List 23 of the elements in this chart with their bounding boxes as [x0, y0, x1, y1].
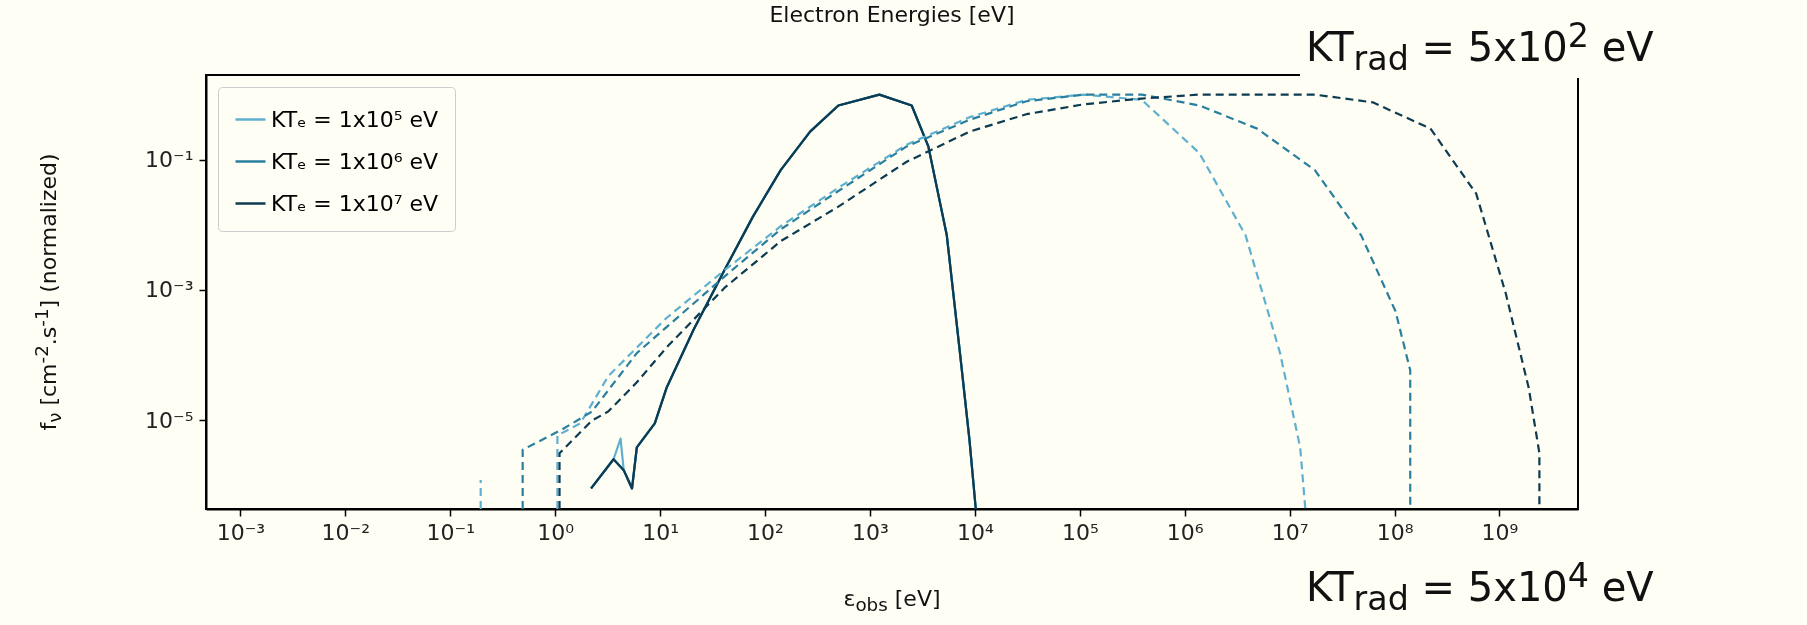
x-tick-label: 10⁹ — [1481, 519, 1519, 545]
x-tick-label: 10¹ — [642, 519, 680, 545]
x-tick-label: 10⁸ — [1376, 519, 1414, 545]
x-tick-label: 10⁻¹ — [426, 519, 475, 545]
x-tick-label: 10⁴ — [956, 519, 994, 545]
x-tick-label: 10⁷ — [1271, 519, 1309, 545]
x-axis-title: ε$_{obs}$ [eV] — [843, 586, 941, 616]
chart-title: Electron Energies [eV] — [769, 2, 1015, 27]
x-tick-label: 10⁵ — [1061, 519, 1099, 545]
x-tick-label: 10⁰ — [537, 519, 575, 545]
annotation: KT$_{rad}$ = 5x10$^{2}$ eV — [1300, 16, 1660, 79]
y-tick-label: 10⁻⁵ — [145, 407, 194, 433]
y-tick-label: 10⁻¹ — [145, 147, 194, 173]
x-tick-label: 10² — [747, 519, 784, 545]
x-tick-label: 10⁻³ — [216, 519, 266, 545]
x-tick-label: 10⁻² — [321, 519, 371, 545]
legend-label: KTₑ = 1x10⁶ eV — [271, 148, 439, 174]
x-tick-label: 10⁶ — [1166, 519, 1204, 545]
legend-label: KTₑ = 1x10⁵ eV — [271, 106, 439, 132]
text: KT$_{rad}$ = 5x10$^{4}$ eV — [1300, 556, 1660, 619]
y-tick-label: 10⁻³ — [145, 277, 194, 303]
legend-label: KTₑ = 1x10⁷ eV — [271, 190, 439, 216]
x-tick-label: 10³ — [852, 519, 889, 545]
